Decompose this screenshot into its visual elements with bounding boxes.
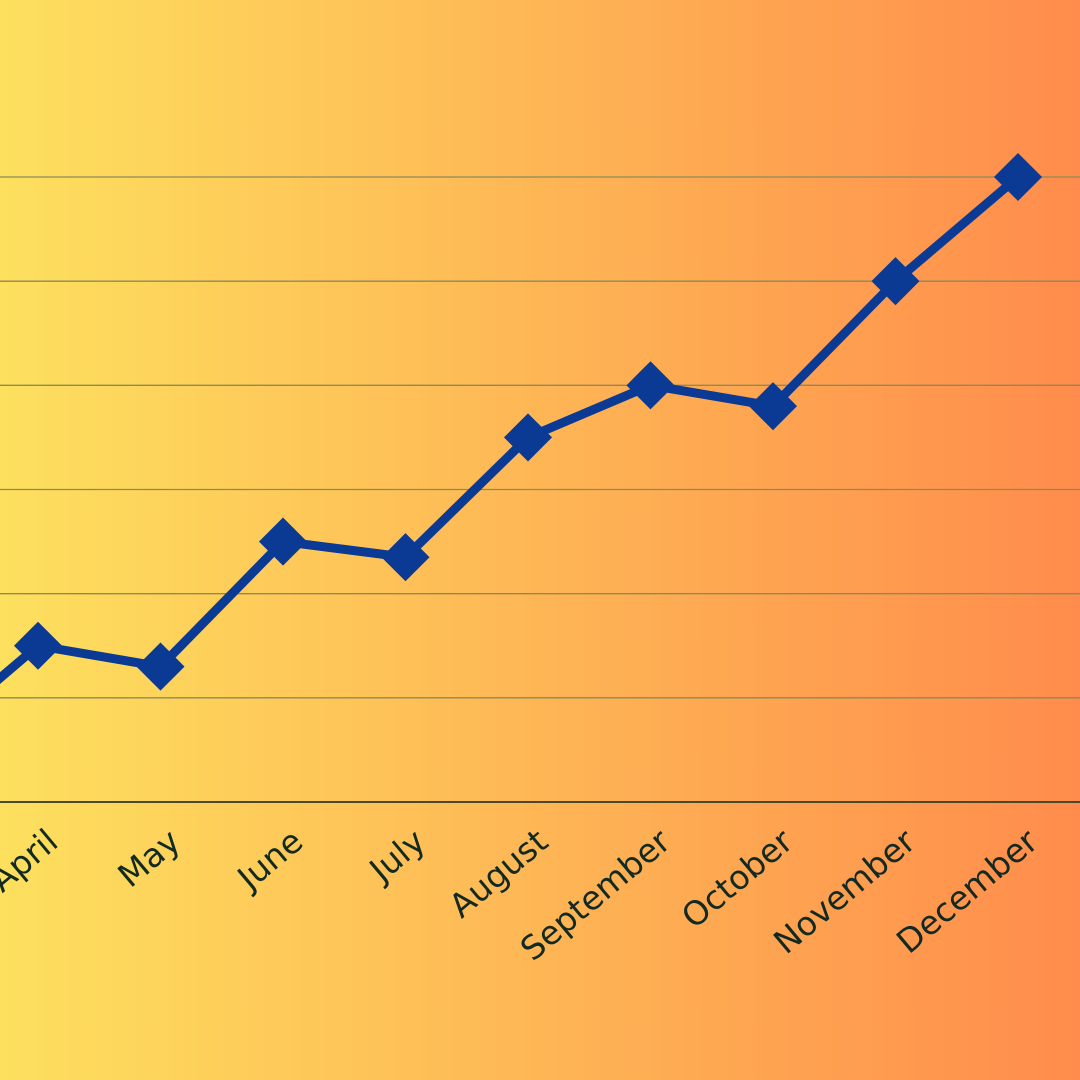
data-point-may xyxy=(136,642,185,691)
series-line xyxy=(0,152,1043,691)
data-point-august xyxy=(503,413,553,462)
data-point-november xyxy=(871,257,920,306)
data-point-june xyxy=(258,517,308,566)
series-path xyxy=(0,173,1021,684)
data-point-july xyxy=(381,533,430,582)
data-point-september xyxy=(626,361,675,410)
data-point-april xyxy=(13,621,63,670)
data-point-october xyxy=(748,382,798,431)
